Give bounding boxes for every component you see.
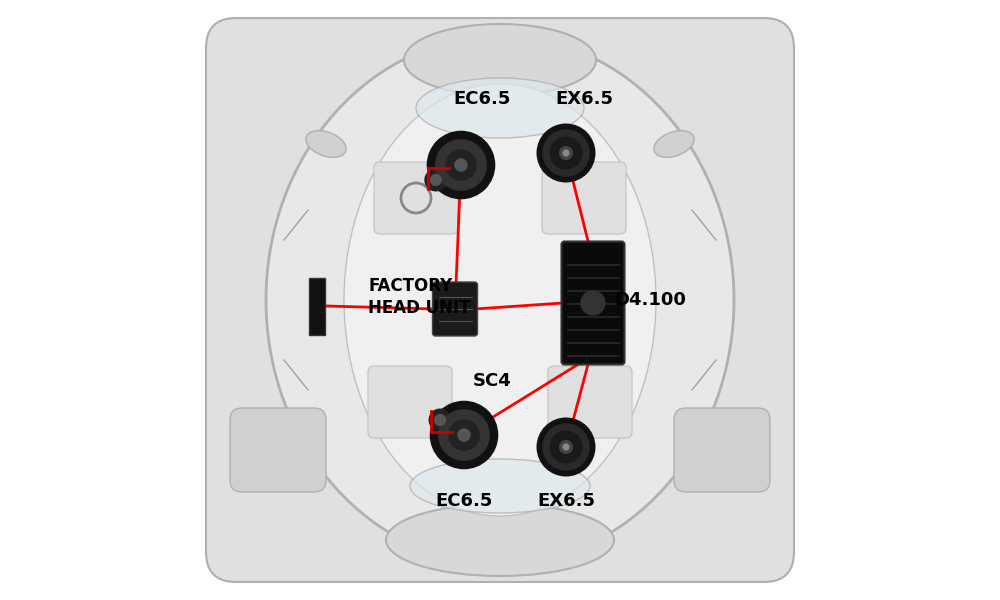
Text: D4.100: D4.100 bbox=[614, 291, 686, 309]
Ellipse shape bbox=[306, 131, 346, 157]
Circle shape bbox=[435, 415, 445, 425]
FancyBboxPatch shape bbox=[548, 366, 632, 438]
Circle shape bbox=[560, 146, 572, 160]
FancyBboxPatch shape bbox=[206, 18, 794, 582]
Circle shape bbox=[449, 420, 479, 450]
FancyBboxPatch shape bbox=[230, 408, 326, 492]
Text: EX6.5: EX6.5 bbox=[537, 492, 595, 510]
FancyBboxPatch shape bbox=[368, 366, 452, 438]
Ellipse shape bbox=[416, 78, 584, 138]
Ellipse shape bbox=[410, 459, 590, 513]
Text: EC6.5: EC6.5 bbox=[453, 90, 511, 108]
Circle shape bbox=[550, 431, 582, 463]
Circle shape bbox=[455, 159, 467, 171]
Circle shape bbox=[427, 131, 495, 199]
Circle shape bbox=[429, 409, 451, 431]
Circle shape bbox=[543, 424, 589, 470]
FancyBboxPatch shape bbox=[674, 408, 770, 492]
Text: EC6.5: EC6.5 bbox=[435, 492, 493, 510]
Circle shape bbox=[439, 410, 489, 460]
Circle shape bbox=[543, 130, 589, 176]
Ellipse shape bbox=[386, 504, 614, 576]
Circle shape bbox=[430, 175, 441, 185]
FancyBboxPatch shape bbox=[562, 242, 624, 365]
Ellipse shape bbox=[344, 84, 656, 516]
Circle shape bbox=[430, 401, 498, 469]
Circle shape bbox=[446, 150, 476, 180]
Circle shape bbox=[550, 137, 582, 169]
Text: SC4: SC4 bbox=[473, 372, 512, 390]
Ellipse shape bbox=[404, 24, 596, 96]
FancyBboxPatch shape bbox=[374, 162, 458, 234]
FancyBboxPatch shape bbox=[432, 282, 478, 336]
Circle shape bbox=[563, 150, 569, 156]
FancyBboxPatch shape bbox=[542, 162, 626, 234]
Text: FACTORY
HEAD UNIT: FACTORY HEAD UNIT bbox=[368, 277, 471, 317]
Circle shape bbox=[436, 140, 486, 190]
Ellipse shape bbox=[266, 36, 734, 564]
Circle shape bbox=[458, 429, 470, 441]
Circle shape bbox=[537, 418, 595, 476]
Bar bbox=[309, 277, 325, 335]
Text: EX6.5: EX6.5 bbox=[555, 90, 613, 108]
Circle shape bbox=[563, 444, 569, 450]
Circle shape bbox=[581, 291, 605, 315]
Circle shape bbox=[537, 124, 595, 182]
Circle shape bbox=[560, 440, 572, 454]
Circle shape bbox=[425, 169, 447, 191]
Ellipse shape bbox=[654, 131, 694, 157]
